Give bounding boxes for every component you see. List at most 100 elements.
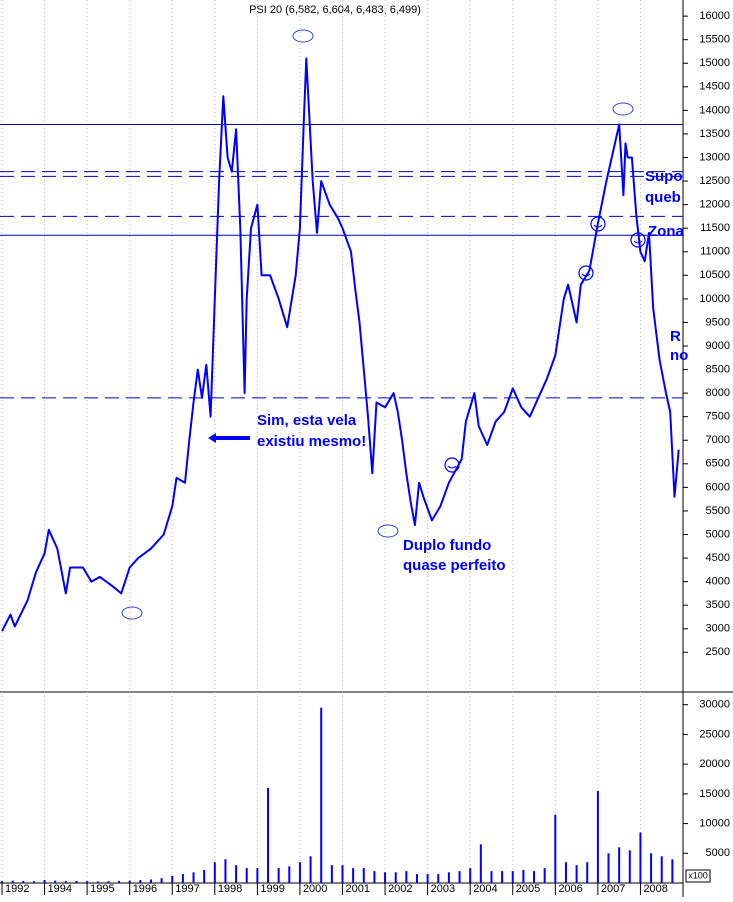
smiley-icon xyxy=(444,457,460,473)
y-tick-label: 20000 xyxy=(699,758,730,770)
volume-bar xyxy=(437,874,440,883)
volume-bar xyxy=(139,880,142,883)
volume-bar xyxy=(671,859,674,883)
x-tick-label: 2003 xyxy=(431,883,455,895)
y-tick-label: 11500 xyxy=(700,222,730,234)
volume-bar xyxy=(213,862,216,883)
annotation: existiu mesmo! xyxy=(257,433,366,450)
volume-bar xyxy=(1,881,3,883)
x-tick-label: 2001 xyxy=(346,883,370,895)
y-tick-label: 6000 xyxy=(706,481,730,493)
volume-bar xyxy=(288,866,291,883)
y-tick-label: 4500 xyxy=(706,552,730,564)
x-tick-label: 1994 xyxy=(48,883,72,895)
volume-bar xyxy=(118,880,121,883)
y-tick-label: 7500 xyxy=(706,411,730,423)
y-tick-label: 15000 xyxy=(699,57,730,69)
y-tick-label: 7000 xyxy=(706,434,730,446)
volume-bar xyxy=(64,881,67,883)
arrow xyxy=(208,433,250,443)
volume-bar xyxy=(54,880,57,883)
volume-bar xyxy=(373,871,376,883)
volume-bar xyxy=(277,868,280,883)
volume-bar xyxy=(639,832,642,883)
y-tick-label: 4000 xyxy=(706,576,730,588)
smiley-mouth xyxy=(447,465,457,469)
volume-bar xyxy=(245,868,248,883)
smiley-icon xyxy=(578,265,594,281)
x-tick-label: 2005 xyxy=(516,883,540,895)
y-tick-label: 5500 xyxy=(706,505,730,517)
volume-bar xyxy=(171,875,174,883)
y-tick-label: 10500 xyxy=(699,269,730,281)
volume-bar xyxy=(415,874,418,883)
volume-bar xyxy=(11,880,14,883)
volume-bar xyxy=(43,880,46,883)
volume-bar xyxy=(224,859,227,883)
volume-bar xyxy=(490,871,493,883)
y-tick-label: 30000 xyxy=(699,699,730,711)
x-tick-label: 2008 xyxy=(643,883,667,895)
y-tick-label: 2500 xyxy=(706,646,730,658)
annotation: Zona xyxy=(648,223,684,240)
volume-bar xyxy=(341,865,344,883)
volume-bar xyxy=(543,868,546,883)
x-tick-label: 2007 xyxy=(601,883,625,895)
annotation: queb xyxy=(645,189,681,206)
volume-bar xyxy=(298,862,301,883)
volume-bar xyxy=(384,872,387,883)
y-tick-label: 3500 xyxy=(706,599,730,611)
unit-box xyxy=(685,869,711,883)
smiley-icon xyxy=(590,216,606,232)
volume-bar xyxy=(256,868,259,883)
volume-bar xyxy=(650,853,653,883)
y-tick-label: 13000 xyxy=(699,151,730,163)
x-tick-label: 1999 xyxy=(260,883,284,895)
x-tick-label: 2000 xyxy=(303,883,327,895)
smiley-mouth xyxy=(593,224,603,228)
volume-bar xyxy=(32,881,35,883)
volume-bar xyxy=(96,881,99,883)
volume-bar xyxy=(511,871,514,883)
volume-bar xyxy=(86,881,89,883)
volume-bar xyxy=(628,850,631,883)
volume-bar xyxy=(181,874,184,883)
annotation: Duplo fundo xyxy=(403,537,491,554)
volume-bar xyxy=(426,874,429,883)
volume-bar xyxy=(607,853,610,883)
annotation: Sim, esta vela xyxy=(257,412,357,429)
y-tick-label: 5000 xyxy=(706,528,730,540)
annotation: quase perfeito xyxy=(403,557,506,574)
y-tick-label: 11000 xyxy=(700,246,730,258)
y-tick-label: 25000 xyxy=(699,728,730,740)
animal-icon xyxy=(377,524,399,538)
volume-bar xyxy=(447,872,450,883)
y-tick-label: 10000 xyxy=(699,817,730,829)
y-tick-label: 15500 xyxy=(699,34,730,46)
smiley-mouth xyxy=(633,240,643,244)
y-tick-label: 6500 xyxy=(706,458,730,470)
volume-bar xyxy=(320,707,323,883)
volume-bar xyxy=(149,879,152,883)
y-tick-label: 16000 xyxy=(699,10,730,22)
y-tick-label: 10000 xyxy=(699,293,730,305)
y-tick-label: 3000 xyxy=(706,623,730,635)
volume-bar xyxy=(107,881,110,883)
y-tick-label: 12000 xyxy=(699,199,730,211)
volume-bar xyxy=(479,844,482,883)
volume-bar xyxy=(596,790,599,883)
animal-icon xyxy=(612,102,634,116)
animal-icon xyxy=(292,29,314,43)
y-tick-label: 14000 xyxy=(699,104,730,116)
y-tick-label: 14500 xyxy=(699,81,730,93)
volume-unit: x100 xyxy=(688,870,708,880)
volume-bar xyxy=(235,865,238,883)
x-tick-label: 1995 xyxy=(90,883,114,895)
x-tick-label: 1997 xyxy=(175,883,199,895)
volume-bar xyxy=(362,868,365,883)
volume-bar xyxy=(160,878,163,883)
volume-bar xyxy=(203,869,206,883)
